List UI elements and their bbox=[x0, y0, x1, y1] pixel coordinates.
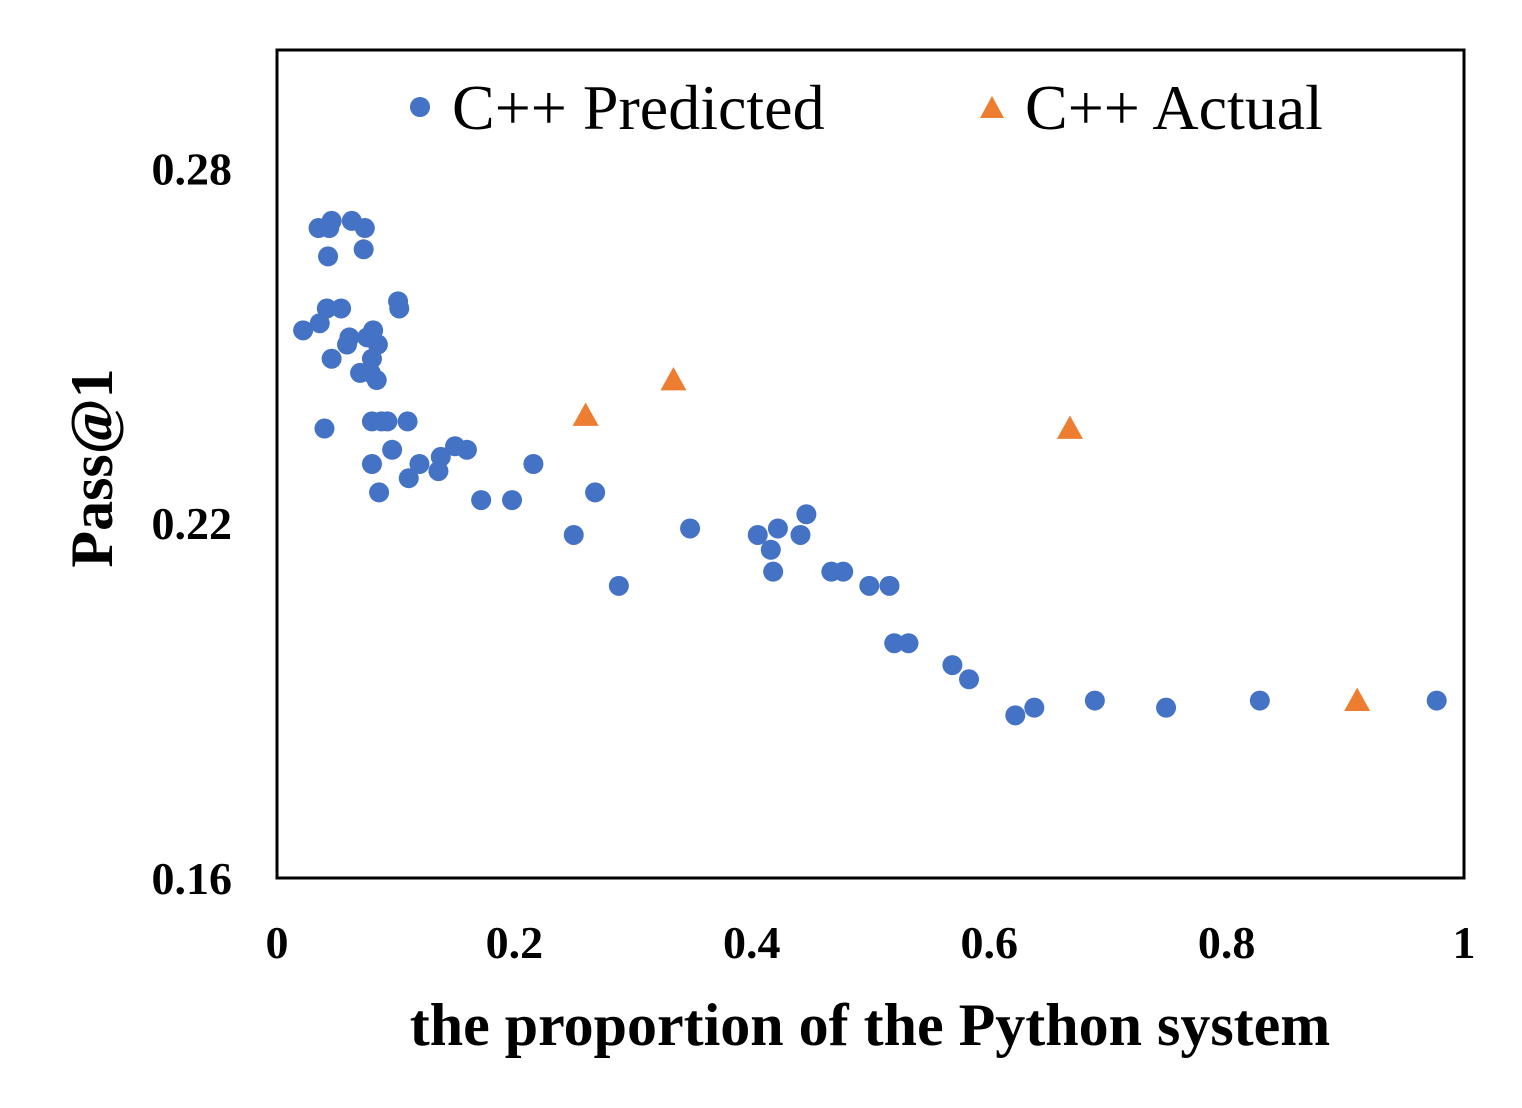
c-predicted-point bbox=[409, 454, 430, 474]
c-predicted-point bbox=[585, 482, 606, 503]
legend-marker-predicted bbox=[410, 97, 430, 117]
c-predicted-point bbox=[608, 575, 629, 596]
c-predicted-point bbox=[354, 218, 375, 239]
c-predicted-point bbox=[316, 298, 337, 319]
c-predicted-point bbox=[377, 411, 398, 432]
c-predicted-point bbox=[1249, 690, 1270, 711]
x-axis-label: the proportion of the Python system bbox=[410, 992, 1331, 1058]
y-axis-ticks: 0.16 0.22 0.28 bbox=[152, 143, 233, 904]
c-actual-point bbox=[572, 402, 599, 426]
c-predicted-point bbox=[456, 439, 477, 460]
c-predicted-point bbox=[1156, 697, 1177, 718]
legend: C++ Predicted C++ Actual bbox=[410, 72, 1323, 143]
y-axis-label: Pass@1 bbox=[59, 368, 125, 567]
x-tick-label: 0 bbox=[266, 917, 289, 968]
x-axis-ticks: 0 0.2 0.4 0.6 0.8 1 bbox=[266, 917, 1476, 968]
c-predicted-point bbox=[366, 370, 387, 391]
c-predicted-point bbox=[382, 439, 403, 460]
x-tick-label: 0.8 bbox=[1198, 917, 1256, 968]
c-predicted-point bbox=[959, 669, 980, 690]
c-predicted-point bbox=[314, 418, 335, 439]
c-predicted-point bbox=[339, 327, 360, 348]
c-predicted-point bbox=[1084, 690, 1105, 711]
c-predicted-point bbox=[859, 575, 880, 596]
c-actual-point bbox=[1344, 687, 1371, 711]
c-predicted-point bbox=[680, 518, 701, 539]
c-predicted-point bbox=[502, 490, 523, 511]
c-predicted-point bbox=[1024, 697, 1045, 718]
c-predicted-point bbox=[361, 454, 382, 474]
c-predicted-point bbox=[796, 504, 817, 525]
legend-label-actual: C++ Actual bbox=[1025, 72, 1323, 143]
c-predicted-point bbox=[398, 468, 419, 489]
c-actual-point bbox=[660, 367, 687, 391]
c-predicted-point bbox=[763, 561, 784, 582]
c-predicted-point bbox=[293, 320, 314, 341]
c-predicted-point bbox=[1005, 705, 1026, 726]
c-predicted-point bbox=[321, 348, 342, 369]
x-tick-label: 0.4 bbox=[723, 917, 781, 968]
c-predicted-point bbox=[430, 446, 451, 467]
c-predicted-point bbox=[389, 298, 410, 319]
c-predicted-point bbox=[767, 518, 788, 539]
c-predicted-point bbox=[1426, 690, 1447, 711]
plot-area-frame bbox=[275, 48, 1466, 880]
c-predicted-point bbox=[898, 633, 919, 654]
x-tick-label: 0.6 bbox=[960, 917, 1018, 968]
x-tick-label: 0.2 bbox=[486, 917, 544, 968]
c-predicted-point bbox=[879, 575, 900, 596]
c-actual-point bbox=[1056, 415, 1083, 439]
c-predicted-point bbox=[309, 313, 330, 334]
c-predicted-point bbox=[942, 655, 963, 676]
c-predicted-point bbox=[523, 454, 544, 474]
c-predicted-point bbox=[790, 524, 811, 545]
c-predicted-point bbox=[884, 633, 905, 654]
c-predicted-point bbox=[563, 524, 584, 545]
c-predicted-point bbox=[369, 482, 390, 503]
c-predicted-point bbox=[331, 298, 352, 319]
x-tick-label: 1 bbox=[1453, 917, 1476, 968]
c-predicted-point bbox=[397, 411, 418, 432]
c-predicted-point bbox=[321, 210, 342, 231]
c-predicted-point bbox=[353, 239, 374, 260]
data-points bbox=[293, 210, 1447, 726]
y-tick-label: 0.28 bbox=[152, 143, 233, 194]
c-predicted-point bbox=[471, 490, 492, 511]
y-tick-label: 0.16 bbox=[152, 853, 233, 904]
c-predicted-point bbox=[833, 561, 854, 582]
legend-label-predicted: C++ Predicted bbox=[452, 72, 825, 143]
y-tick-label: 0.22 bbox=[152, 498, 233, 549]
c-predicted-point bbox=[318, 246, 339, 267]
c-predicted-point bbox=[760, 539, 781, 560]
legend-marker-actual bbox=[980, 96, 1004, 118]
c-predicted-point bbox=[747, 524, 768, 545]
